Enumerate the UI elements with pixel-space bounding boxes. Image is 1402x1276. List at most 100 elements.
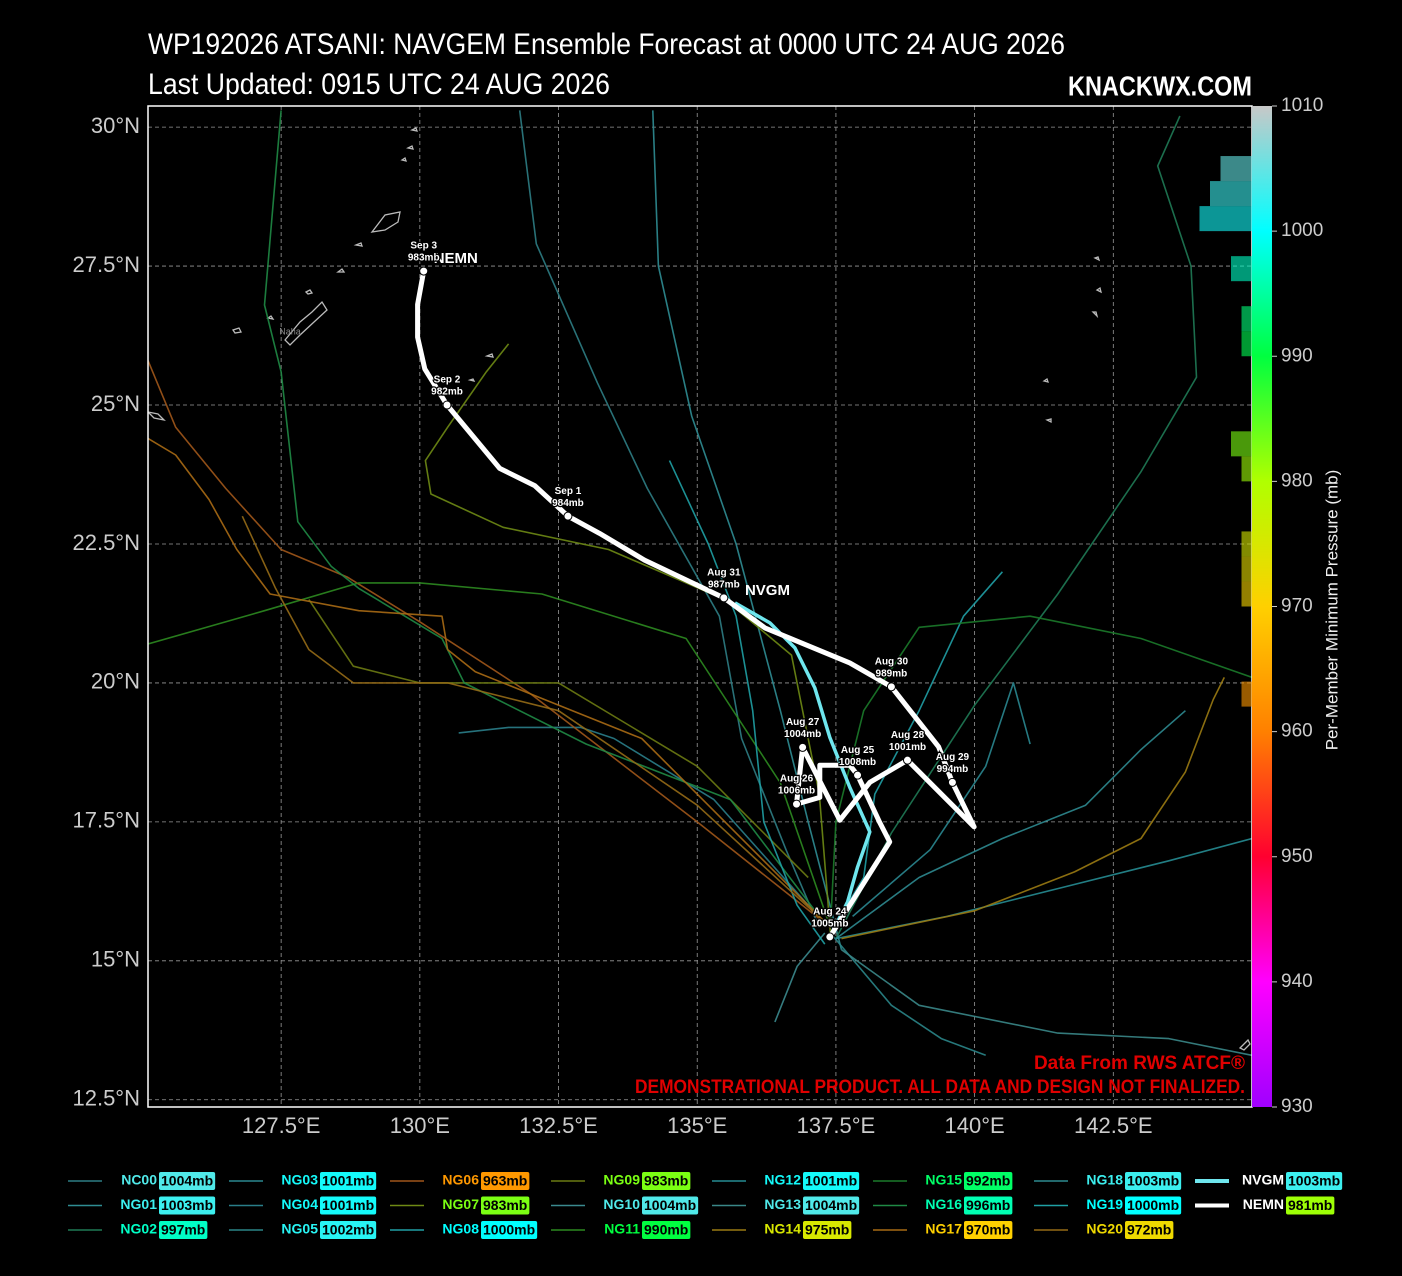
legend-name: NG14: [764, 1221, 801, 1237]
legend-name: NG08: [442, 1221, 479, 1237]
member-track: [852, 682, 1031, 918]
chart-title: WP192026 ATSANI: NAVGEM Ensemble Forecas…: [148, 28, 1065, 61]
colorbar-tick-label: 960: [1281, 721, 1313, 742]
legend-pressure-box: [964, 1196, 1013, 1215]
coast: [148, 411, 166, 422]
point-pressure: 994mb: [937, 764, 969, 775]
coastlines: [148, 127, 1251, 1051]
legend-pressure-box: [964, 1221, 1013, 1239]
histogram-bar: [1241, 306, 1252, 332]
track-point: [886, 682, 896, 692]
legend-name: NG19: [1086, 1196, 1123, 1212]
point-date: Aug 25: [841, 745, 875, 756]
colorbar-tick-label: 1010: [1281, 95, 1323, 116]
legend-pressure-box: [1286, 1172, 1343, 1190]
histogram-bar: [1210, 181, 1252, 207]
histogram-bar: [1241, 556, 1252, 582]
x-tick-label: 140°E: [945, 1113, 1005, 1138]
histogram-bar: [1220, 156, 1252, 182]
point-pressure: 1004mb: [784, 729, 821, 740]
legend-name: NG20: [1086, 1221, 1123, 1237]
legend-pressure-label: 1004mb: [805, 1197, 857, 1213]
legend-pressure-box: [320, 1221, 377, 1239]
y-tick-label: 22.5°N: [72, 530, 140, 555]
legend-name: NG10: [603, 1196, 640, 1212]
point-date: Aug 31: [707, 568, 741, 579]
y-tick-label: 25°N: [91, 391, 140, 416]
y-tick-label: 12.5°N: [72, 1086, 140, 1111]
point-date: Aug 29: [936, 752, 970, 763]
member-track: [774, 932, 826, 1023]
track-point: [902, 755, 912, 765]
histogram-bar: [1231, 256, 1252, 282]
legend-pressure-label: 1003mb: [1288, 1173, 1340, 1189]
track-point: [853, 770, 863, 780]
point-pressure: 1008mb: [839, 757, 876, 768]
source-note: Data From RWS ATCF®: [1034, 1053, 1245, 1074]
member-track: [241, 515, 831, 929]
legend-name: NG15: [925, 1172, 962, 1188]
member-track: [458, 726, 809, 906]
legend-pressure-label: 975mb: [805, 1222, 849, 1238]
island: [231, 127, 494, 382]
member-track: [835, 710, 1186, 940]
legend-pressure-box: [803, 1196, 860, 1215]
track-end-label: NEMN: [434, 250, 478, 267]
y-tick-label: 17.5°N: [72, 808, 140, 833]
legend-pressure-box: [1125, 1196, 1182, 1215]
point-pressure: 984mb: [552, 498, 584, 509]
member-track: [518, 110, 821, 928]
track-point: [563, 511, 573, 521]
legend-pressure-label: 1002mb: [322, 1222, 374, 1238]
legend-name: NG05: [281, 1221, 318, 1237]
y-tick-label: 27.5°N: [72, 252, 140, 277]
legend-pressure-label: 1004mb: [161, 1173, 213, 1189]
point-pressure: 1006mb: [778, 786, 815, 797]
member-track: [668, 460, 826, 945]
track-point: [719, 593, 729, 603]
member-track: [829, 571, 1004, 934]
colorbar-tick-label: 980: [1281, 470, 1313, 491]
colorbar: [1252, 106, 1272, 1107]
legend-pressure-box: [481, 1196, 530, 1215]
legend-pressure-label: 1001mb: [322, 1197, 374, 1213]
legend-pressure-box: [803, 1221, 852, 1239]
legend-pressure-label: 992mb: [966, 1173, 1010, 1189]
point-date: Aug 27: [786, 717, 820, 728]
colorbar-tick-label: 950: [1281, 846, 1313, 867]
point-date: Aug 30: [875, 656, 909, 667]
x-tick-label: 142.5°E: [1074, 1113, 1153, 1138]
legend-pressure-box: [1286, 1196, 1335, 1215]
histogram-bar: [1241, 681, 1252, 707]
legend-pressure-label: 1001mb: [805, 1173, 857, 1189]
grid: [148, 106, 1252, 1107]
x-tick-label: 137.5°E: [797, 1113, 876, 1138]
legend-pressure-label: 981mb: [1288, 1197, 1332, 1213]
member-track: [148, 360, 831, 929]
histogram-bar: [1241, 531, 1252, 557]
legend-name: NG09: [603, 1172, 640, 1188]
histogram-bar: [1241, 581, 1252, 607]
member-track: [841, 677, 1226, 940]
point-pressure: 1005mb: [811, 919, 848, 930]
point-pressure: 987mb: [708, 580, 740, 591]
legend-pressure-label: 1000mb: [1127, 1197, 1179, 1213]
legend-name: NC00: [121, 1172, 157, 1188]
colorbar-tick-label: 990: [1281, 345, 1313, 366]
legend-pressure-box: [964, 1172, 1013, 1190]
track-end-label: NVGM: [745, 582, 790, 599]
point-date: Sep 3: [410, 241, 437, 252]
y-tick-label: 15°N: [91, 947, 140, 972]
member-track: [835, 115, 1198, 939]
y-tick-label: 20°N: [91, 669, 140, 694]
histogram-bar: [1199, 206, 1252, 232]
histogram-bar: [1231, 431, 1252, 457]
legend-name: NG13: [764, 1196, 801, 1212]
legend-name: NEMN: [1243, 1196, 1284, 1212]
legend-pressure-label: 1000mb: [483, 1222, 535, 1238]
track-point: [947, 777, 957, 787]
legend-pressure-label: 983mb: [483, 1197, 527, 1213]
member-track: [829, 932, 986, 1057]
